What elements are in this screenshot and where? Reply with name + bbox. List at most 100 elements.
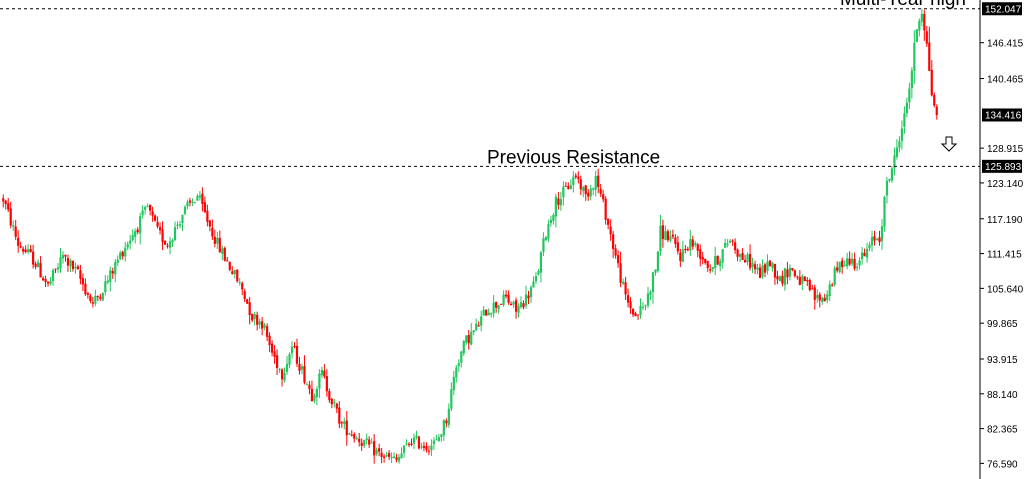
candle-up (288, 354, 291, 365)
candle-down (933, 94, 936, 106)
candle-down (310, 388, 314, 402)
candle-up (788, 267, 791, 277)
candle-up (61, 255, 65, 259)
candle-down (41, 278, 45, 281)
candle-down (823, 297, 826, 302)
candle-up (146, 206, 149, 208)
candle-down (34, 263, 37, 267)
y-tick-label: 88.140 (987, 390, 1018, 401)
candle-up (437, 437, 440, 442)
candle-up (193, 201, 197, 203)
candle-down (514, 300, 518, 312)
candle-up (141, 210, 144, 216)
candle-down (743, 259, 747, 263)
candle-down (661, 225, 665, 240)
candle-down (340, 422, 343, 424)
candle-up (542, 238, 545, 252)
candle-down (753, 264, 757, 270)
candle-down (793, 270, 796, 277)
candle-up (472, 330, 475, 332)
candle-down (579, 179, 582, 190)
candle-up (440, 434, 443, 437)
candle-down (768, 260, 772, 267)
candle-down (612, 234, 615, 249)
candle-down (241, 283, 244, 290)
candle-up (168, 241, 172, 248)
candle-down (699, 249, 702, 259)
candle-down (734, 242, 737, 251)
candle-up (333, 402, 336, 404)
candle-up (851, 258, 854, 264)
candle-down (736, 249, 739, 257)
candle-up (36, 262, 40, 268)
candle-up (126, 244, 129, 248)
candle-up (651, 272, 655, 293)
candle-up (582, 187, 585, 192)
candle-down (467, 334, 470, 344)
candle-up (898, 141, 901, 148)
y-tick-label: 111.415 (987, 250, 1022, 261)
candle-down (427, 450, 431, 452)
y-tick-label: 76.590 (987, 459, 1018, 470)
candle-up (766, 261, 769, 272)
candle-up (756, 267, 759, 270)
candle-down (935, 106, 938, 115)
candle-up (654, 269, 657, 273)
candle-up (883, 197, 886, 227)
candle-up (913, 42, 916, 71)
candle-down (99, 297, 102, 299)
candle-down (121, 251, 124, 257)
candle-up (343, 421, 346, 425)
candle-up (644, 305, 647, 307)
candle-down (44, 278, 47, 282)
candle-up (778, 276, 782, 282)
candle-up (109, 270, 112, 283)
candle-down (425, 446, 428, 450)
candle-up (572, 176, 575, 185)
candle-up (183, 206, 187, 214)
candle-down (156, 221, 159, 227)
candle-up (487, 312, 490, 316)
candle-down (96, 296, 99, 298)
candle-up (355, 437, 358, 439)
y-tick-label: 93.915 (987, 355, 1018, 366)
candle-up (119, 252, 122, 260)
candle-down (373, 441, 376, 456)
candle-down (378, 448, 381, 452)
candle-up (621, 281, 625, 284)
candle-up (390, 457, 393, 459)
candle-up (659, 225, 662, 252)
candle-down (66, 258, 70, 266)
y-tick-label: 99.865 (987, 319, 1018, 330)
candle-down (236, 269, 239, 282)
candle-down (91, 302, 94, 304)
candle-up (816, 295, 819, 299)
candle-up (400, 453, 403, 459)
candle-up (870, 237, 874, 246)
candle-up (592, 188, 595, 190)
candle-down (803, 276, 806, 282)
candle-down (495, 301, 498, 308)
candle-down (679, 252, 682, 262)
candle-down (246, 299, 249, 304)
candle-down (584, 185, 587, 195)
candle-down (522, 303, 525, 308)
candle-down (796, 276, 799, 278)
candle-down (71, 260, 75, 270)
candle-down (831, 284, 834, 286)
candle-down (696, 244, 699, 251)
candle-down (634, 313, 637, 317)
candle-down (86, 293, 89, 295)
candle-up (216, 237, 219, 244)
candle-down (781, 275, 784, 284)
y-tick-label: 117.190 (987, 215, 1023, 226)
candle-down (818, 294, 821, 301)
candle-down (619, 263, 622, 283)
candle-down (303, 366, 306, 383)
candle-down (704, 259, 707, 263)
candle-up (363, 440, 366, 446)
candle-down (631, 308, 635, 315)
candle-up (646, 293, 650, 306)
candle-up (69, 260, 72, 267)
